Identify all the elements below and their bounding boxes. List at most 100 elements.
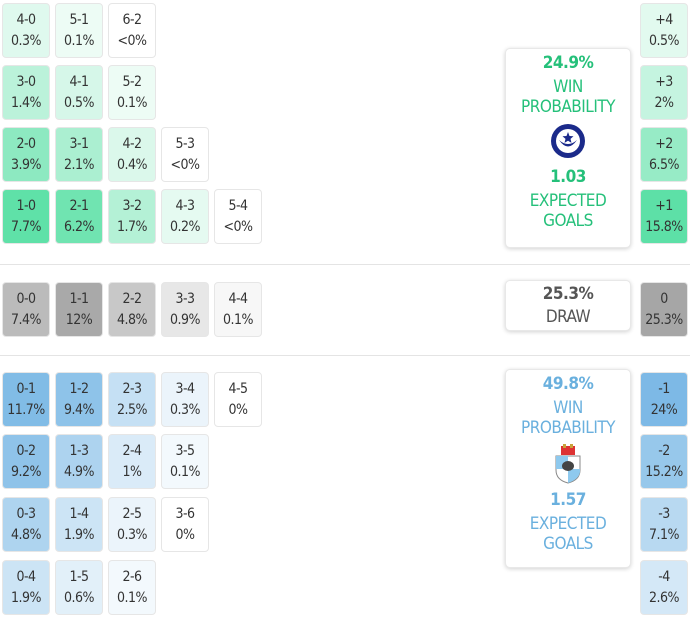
probability-value: 2% (654, 95, 674, 111)
probability-value: 7.4% (11, 312, 42, 328)
score-label: 0-1 (16, 381, 36, 397)
away-score-cell: 3-6 0% (161, 497, 209, 552)
probability-value: 1.9% (11, 590, 42, 606)
away-score-cell: 2-5 0.3% (108, 497, 156, 552)
divider (0, 264, 690, 265)
score-label: 1-5 (69, 569, 89, 585)
away-score-cell: 0-4 1.9% (2, 560, 50, 615)
score-label: 3-4 (175, 381, 195, 397)
probability-value: 1.7% (117, 219, 148, 235)
home-score-cell: 5-2 0.1% (108, 65, 156, 120)
score-label: 5-2 (122, 74, 142, 90)
probability-value: 0.1% (170, 464, 201, 480)
score-label: 3-0 (16, 74, 36, 90)
home-score-cell: 4-1 0.5% (55, 65, 103, 120)
away-score-cell: 0-2 9.2% (2, 434, 50, 489)
home-xg: 1.03 (550, 167, 586, 187)
score-label: 1-1 (69, 291, 89, 307)
score-label: 0-4 (16, 569, 36, 585)
probability-value: 2.5% (117, 402, 148, 418)
score-label: 3-3 (175, 291, 195, 307)
draw-score-cell: 2-2 4.8% (108, 282, 156, 337)
score-label: 1-3 (69, 443, 89, 459)
away-score-cell: 1-2 9.4% (55, 372, 103, 427)
home-margin-cell: +2 6.5% (640, 127, 688, 182)
score-label: 4-0 (16, 12, 36, 28)
probability-value: 0% (228, 402, 248, 418)
away-score-cell: 2-3 2.5% (108, 372, 156, 427)
probability-value: <0% (117, 33, 147, 49)
probability-value: 0.1% (64, 33, 95, 49)
away-score-cell: 3-4 0.3% (161, 372, 209, 427)
score-label: 1-0 (16, 198, 36, 214)
score-label: 0-0 (16, 291, 36, 307)
score-label: 3-5 (175, 443, 195, 459)
probability-value: 0.9% (170, 312, 201, 328)
probability-value: 24% (650, 402, 678, 418)
probability-value: 7.7% (11, 219, 42, 235)
score-label: 1-2 (69, 381, 89, 397)
score-label: 0 (660, 291, 668, 307)
score-label: -3 (658, 506, 670, 522)
home-score-cell: 6-2 <0% (108, 3, 156, 58)
away-score-cell: 2-4 1% (108, 434, 156, 489)
probability-value: 3.9% (11, 157, 42, 173)
score-label: 4-1 (69, 74, 89, 90)
home-score-cell: 5-4 <0% (214, 189, 262, 244)
score-label: 4-3 (175, 198, 195, 214)
away-score-cell: 0-3 4.8% (2, 497, 50, 552)
probability-value: 4.9% (64, 464, 95, 480)
probability-value: 0.4% (117, 157, 148, 173)
away-win-pct: 49.8% (542, 374, 594, 394)
score-label: 0-2 (16, 443, 36, 459)
home-margin-cell: +1 15.8% (640, 189, 688, 244)
probability-value: 0.6% (64, 590, 95, 606)
probability-value: 15.8% (645, 219, 683, 235)
score-label: +2 (655, 136, 673, 152)
probability-value: 6.5% (649, 157, 680, 173)
draw-label: DRAW (545, 307, 591, 327)
away-score-cell: 0-1 11.7% (2, 372, 50, 427)
score-label: 2-6 (122, 569, 142, 585)
home-score-cell: 2-1 6.2% (55, 189, 103, 244)
probability-value: 4.8% (11, 527, 42, 543)
score-label: 2-2 (122, 291, 142, 307)
probability-value: 0.1% (117, 95, 148, 111)
probability-value: 1% (122, 464, 142, 480)
portsmouth-crest-icon (506, 123, 630, 163)
score-label: 5-1 (69, 12, 89, 28)
probability-value: 4.8% (117, 312, 148, 328)
score-label: 3-1 (69, 136, 89, 152)
home-win-panel: 24.9% WIN PROBABILITY 1.03 EXPECTED GOAL… (505, 48, 631, 248)
away-score-cell: 1-3 4.9% (55, 434, 103, 489)
probability-value: 7.1% (649, 527, 680, 543)
score-label: 2-4 (122, 443, 142, 459)
home-score-cell: 3-2 1.7% (108, 189, 156, 244)
score-label: 4-5 (228, 381, 248, 397)
probability-value: <0% (170, 157, 200, 173)
probability-value: 0.3% (11, 33, 42, 49)
probability-value: 2.1% (64, 157, 95, 173)
score-label: -4 (658, 569, 670, 585)
home-score-cell: 4-2 0.4% (108, 127, 156, 182)
away-margin-cell: -4 2.6% (640, 560, 688, 615)
score-label: 2-0 (16, 136, 36, 152)
score-label: 0-3 (16, 506, 36, 522)
draw-score-cell: 4-4 0.1% (214, 282, 262, 337)
away-score-cell: 2-6 0.1% (108, 560, 156, 615)
away-margin-cell: -1 24% (640, 372, 688, 427)
home-score-cell: 3-1 2.1% (55, 127, 103, 182)
probability-value: 25.3% (645, 312, 683, 328)
home-win-label: WIN PROBABILITY (520, 77, 616, 117)
away-win-label: WIN PROBABILITY (520, 398, 616, 438)
score-label: +1 (655, 198, 673, 214)
score-label: 3-2 (122, 198, 142, 214)
probability-value: 12% (65, 312, 93, 328)
score-label: -1 (658, 381, 670, 397)
home-score-cell: 5-1 0.1% (55, 3, 103, 58)
draw-score-cell: 3-3 0.9% (161, 282, 209, 337)
home-score-cell: 4-0 0.3% (2, 3, 50, 58)
home-score-cell: 2-0 3.9% (2, 127, 50, 182)
score-label: 2-1 (69, 198, 89, 214)
